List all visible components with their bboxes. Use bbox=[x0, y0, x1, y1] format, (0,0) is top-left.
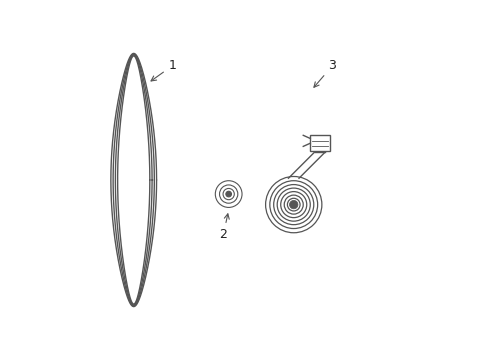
Circle shape bbox=[225, 191, 231, 197]
Circle shape bbox=[289, 201, 297, 209]
Text: 1: 1 bbox=[151, 59, 176, 81]
Text: 3: 3 bbox=[313, 59, 336, 87]
Text: 2: 2 bbox=[219, 214, 229, 241]
